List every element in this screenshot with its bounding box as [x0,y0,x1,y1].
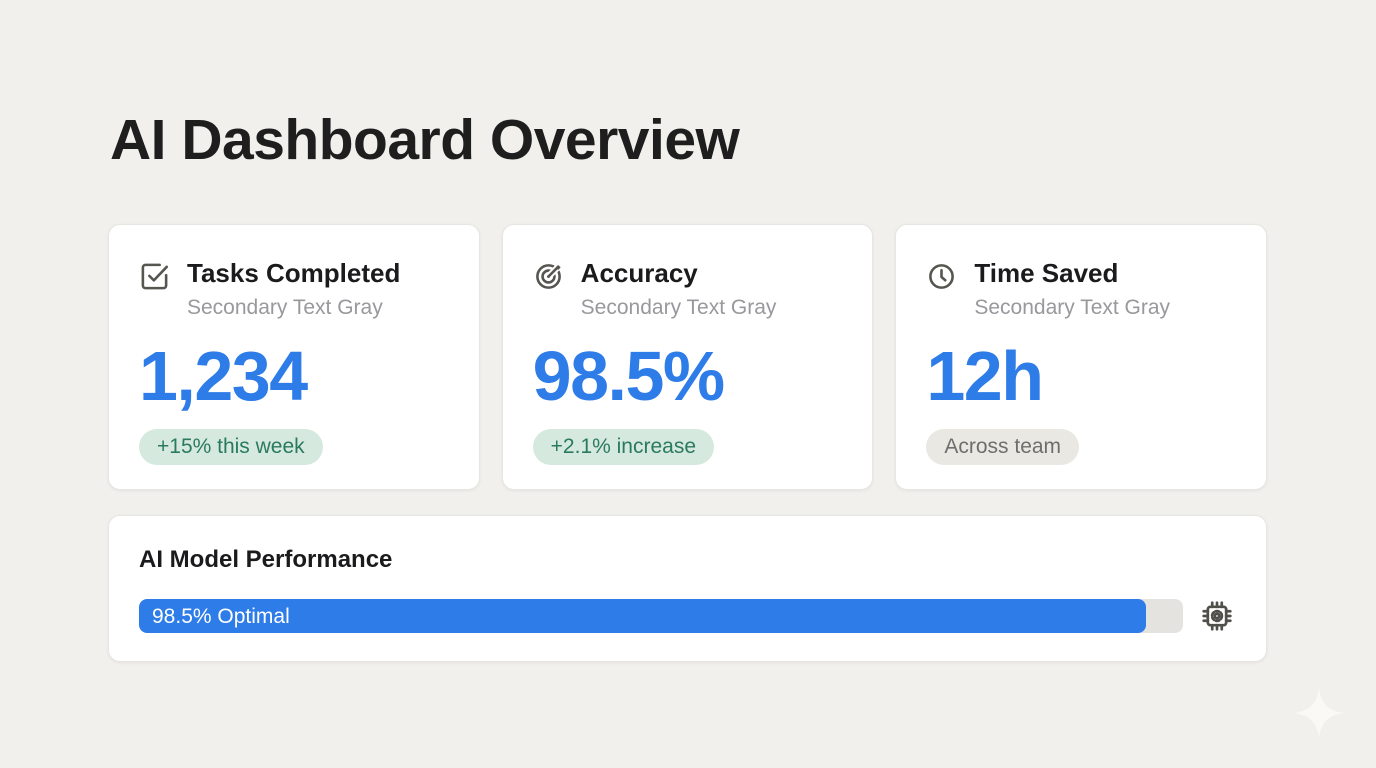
progress-row: 98.5% Optimal [139,597,1236,635]
card-title: Tasks Completed [187,258,401,288]
stat-card-time-saved: Time Saved Secondary Text Gray 12h Acros… [895,224,1268,490]
clock-icon [926,261,957,292]
cpu-chip-icon[interactable] [1198,597,1236,635]
card-value: 12h [926,337,1044,416]
card-value: 98.5% [532,337,725,416]
card-value: 1,234 [139,337,308,416]
performance-panel: AI Model Performance 98.5% Optimal [108,515,1267,662]
card-subtitle: Secondary Text Gray [974,295,1171,319]
stat-card-accuracy: Accuracy Secondary Text Gray 98.5% +2.1%… [501,224,874,490]
card-title: Accuracy [580,258,698,288]
check-square-icon [139,261,170,292]
card-badge: Across team [926,429,1080,466]
sparkle-icon [1292,686,1346,740]
stat-card-tasks-completed: Tasks Completed Secondary Text Gray 1,23… [108,224,480,490]
card-header: Accuracy Secondary Text Gray [533,258,843,320]
card-subtitle: Secondary Text Gray [580,295,777,319]
card-badge: +15% this week [139,429,323,466]
page-title: AI Dashboard Overview [110,108,740,172]
panel-title: AI Model Performance [139,546,393,573]
card-heading: Time Saved Secondary Text Gray [974,258,1171,320]
card-title: Time Saved [974,258,1119,288]
card-heading: Tasks Completed Secondary Text Gray [187,258,401,320]
card-header: Tasks Completed Secondary Text Gray [139,258,449,320]
card-subtitle: Secondary Text Gray [187,295,383,319]
progress-bar: 98.5% Optimal [139,599,1183,633]
target-icon [533,261,564,292]
progress-label: 98.5% Optimal [152,604,290,628]
stat-cards-row: Tasks Completed Secondary Text Gray 1,23… [108,224,1268,490]
card-heading: Accuracy Secondary Text Gray [580,258,777,320]
card-badge: +2.1% increase [532,429,715,466]
progress-fill: 98.5% Optimal [139,599,1147,633]
card-header: Time Saved Secondary Text Gray [926,258,1236,320]
